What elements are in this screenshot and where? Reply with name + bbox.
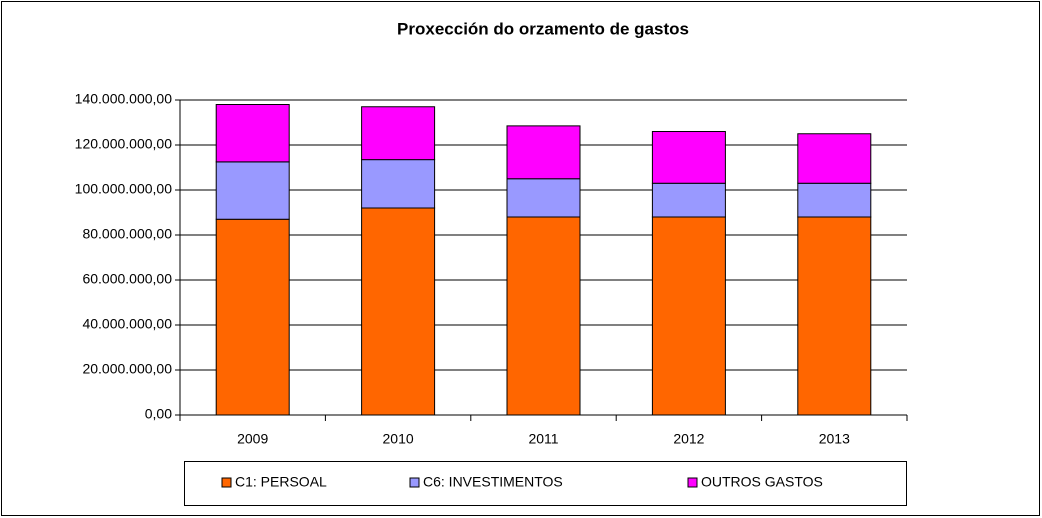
bar-segment: [506, 216, 581, 416]
y-tick-label: 0,00: [145, 406, 172, 422]
bar-segment: [651, 131, 726, 184]
x-tick-label: 2010: [383, 431, 414, 447]
x-tick-label: 2009: [237, 431, 268, 447]
chart-title: Proxección do orzamento de gastos: [397, 19, 689, 38]
bar-segment: [215, 104, 290, 163]
legend-box: [184, 461, 907, 506]
x-tick-label: 2013: [819, 431, 850, 447]
x-tick-label: 2012: [673, 431, 704, 447]
legend-label: C1: PERSOAL: [235, 474, 327, 490]
legend-swatch: [409, 477, 420, 488]
x-tick-label: 2011: [528, 431, 558, 447]
bar-segment: [797, 133, 872, 184]
y-tick-label: 120.000.000,00: [75, 136, 173, 152]
bar-segment: [797, 182, 872, 218]
bar-segment: [215, 161, 290, 220]
bar-segment: [651, 216, 726, 416]
bar-segment: [361, 159, 436, 209]
bar-segment: [361, 207, 436, 416]
legend-swatch: [221, 477, 232, 488]
y-tick-label: 100.000.000,00: [75, 181, 173, 197]
bar-segment: [506, 125, 581, 180]
y-tick-label: 80.000.000,00: [82, 226, 172, 242]
legend-swatch: [687, 477, 698, 488]
bar-segment: [215, 218, 290, 416]
bar-segment: [651, 182, 726, 218]
bar-segment: [506, 178, 581, 218]
y-tick-label: 40.000.000,00: [82, 316, 172, 332]
y-tick-label: 20.000.000,00: [82, 361, 172, 377]
legend-label: OUTROS GASTOS: [701, 474, 823, 490]
y-tick-label: 140.000.000,00: [75, 91, 173, 107]
legend-label: C6: INVESTIMENTOS: [423, 474, 563, 490]
bar-segment: [361, 106, 436, 161]
y-tick-label: 60.000.000,00: [82, 271, 172, 287]
bar-segment: [797, 216, 872, 416]
